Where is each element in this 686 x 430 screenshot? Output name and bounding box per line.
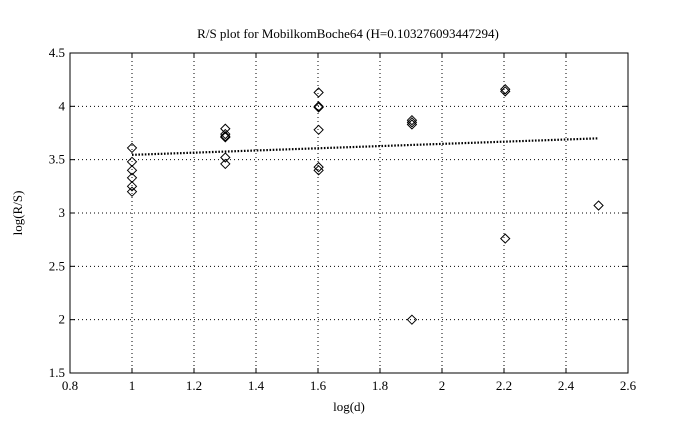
data-point-diamond <box>313 101 324 112</box>
data-point-diamond <box>406 314 418 325</box>
y-tick-label: 4 <box>59 98 66 113</box>
data-point-diamond <box>126 181 138 192</box>
plot-frame <box>69 52 629 374</box>
data-point-diamond <box>220 128 231 140</box>
data-points <box>126 84 604 325</box>
data-point-diamond <box>313 124 324 136</box>
x-tick-label: 2.6 <box>620 378 637 393</box>
chart-title: R/S plot for MobilkomBoche64 (H=0.103276… <box>197 26 499 41</box>
y-tick-label: 2 <box>59 312 66 327</box>
y-tick-label: 3 <box>59 205 66 220</box>
x-tick-label: 1 <box>129 378 136 393</box>
data-point-diamond <box>406 114 418 126</box>
data-point-diamond <box>126 142 138 154</box>
data-point-diamond <box>593 200 604 211</box>
axis-ticks <box>69 52 629 374</box>
y-tick-label: 2.5 <box>49 258 65 273</box>
y-tick-label: 4.5 <box>49 45 65 60</box>
x-tick-label: 1.2 <box>186 378 202 393</box>
data-point-diamond <box>500 84 511 95</box>
y-tick-label: 3.5 <box>49 152 65 167</box>
data-point-diamond <box>313 102 324 113</box>
x-tick-label: 2 <box>439 378 446 393</box>
x-tick-label: 2.2 <box>496 378 512 393</box>
x-tick-label: 2.4 <box>558 378 575 393</box>
data-point-diamond <box>126 186 138 197</box>
x-tick-label: 1.4 <box>248 378 265 393</box>
data-point-diamond <box>313 165 324 176</box>
x-tick-label: 0.8 <box>62 378 78 393</box>
data-point-diamond <box>500 233 511 244</box>
y-tick-label: 1.5 <box>49 365 65 380</box>
grid-lines <box>70 53 628 373</box>
x-tick-label: 1.8 <box>372 378 388 393</box>
data-point-diamond <box>220 158 231 170</box>
fit-line <box>131 137 599 156</box>
data-point-diamond <box>313 161 324 173</box>
data-point-diamond <box>500 86 511 97</box>
x-tick-labels: 0.8 1 1.2 1.4 1.6 1.8 2 2.2 2.4 2.6 <box>62 378 637 393</box>
y-axis-label: log(R/S) <box>10 191 25 236</box>
data-point-diamond <box>126 165 138 176</box>
data-point-diamond <box>406 117 418 128</box>
data-point-diamond <box>220 130 231 142</box>
data-point-diamond <box>313 87 324 98</box>
x-tick-label: 1.6 <box>310 378 327 393</box>
data-point-diamond <box>220 152 231 163</box>
x-axis-label: log(d) <box>333 399 365 414</box>
data-point-diamond <box>406 119 418 130</box>
data-point-diamond <box>220 132 231 143</box>
fit-line-layer <box>131 137 599 156</box>
y-tick-labels: 1.5 2 2.5 3 3.5 4 4.5 <box>49 45 66 380</box>
